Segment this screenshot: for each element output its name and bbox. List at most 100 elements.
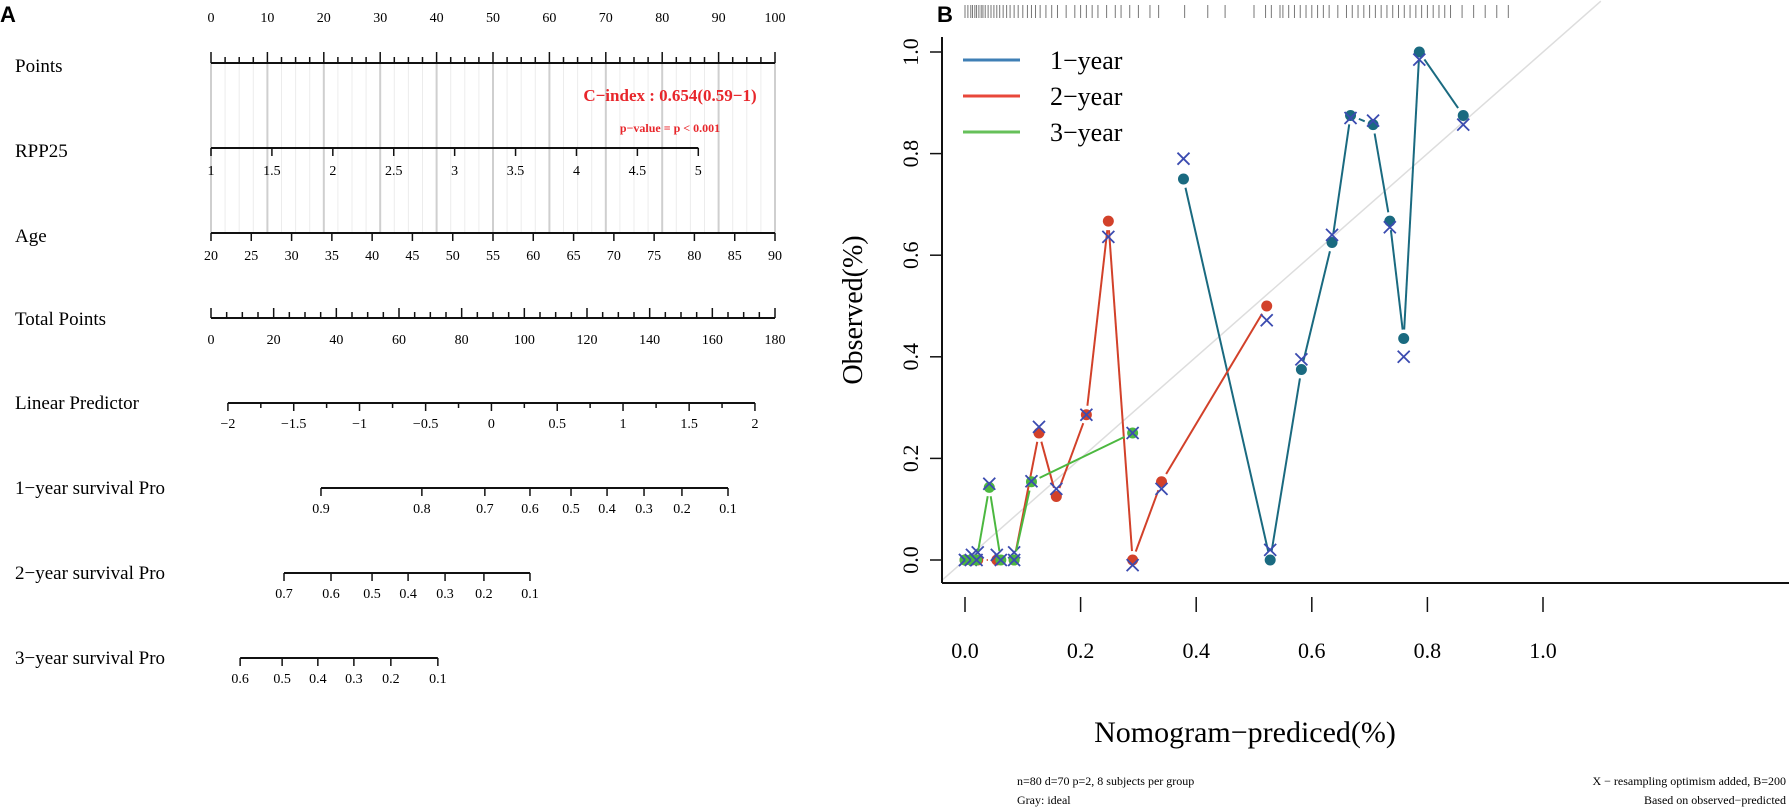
series-line-segment — [1423, 58, 1459, 109]
observed-point — [1345, 110, 1357, 121]
corrected-x-marker — [1456, 118, 1470, 132]
series-line-segment — [1332, 124, 1351, 234]
corrected-x-marker — [1263, 543, 1277, 557]
outcome-tick-label: 0.1 — [521, 587, 539, 602]
corrected-x-marker — [982, 477, 996, 491]
total-points-tick-label: 120 — [577, 333, 598, 348]
y-tick-label: 0.2 — [898, 445, 923, 473]
series-line-segment — [1358, 117, 1366, 123]
outcome-tick-label: 0.3 — [436, 587, 454, 602]
points-tick-label: 90 — [712, 11, 726, 26]
corrected-x-marker — [1079, 408, 1094, 422]
row-label-outcome: 3−year survival Pro — [15, 648, 165, 669]
observed-point — [1102, 215, 1114, 227]
series-line-segment — [1058, 422, 1085, 489]
outcome-tick-label: 0.4 — [309, 672, 327, 687]
outcome-tick-label: 0.2 — [673, 502, 691, 517]
outcome-tick-label: 2 — [751, 417, 758, 432]
observed-point — [1264, 554, 1276, 566]
legend: 1−year 2−year 3−year — [963, 46, 1123, 147]
corrected-x-marker — [1154, 482, 1169, 496]
outcome-tick-label: 1.5 — [680, 417, 698, 432]
row-label-rpp25: RPP25 — [15, 141, 68, 162]
points-tick-label: 20 — [317, 11, 331, 26]
outcome-tick-label: 0 — [488, 417, 495, 432]
points-tick-label: 0 — [208, 11, 215, 26]
variable-tick-label: 85 — [728, 249, 742, 264]
outcome-tick-label: 0.6 — [231, 672, 249, 687]
observed-point — [1295, 364, 1307, 375]
x-tick-label: 0.2 — [1067, 638, 1095, 663]
variable-tick-label: 4.5 — [629, 164, 647, 179]
row-label-outcome: Linear Predictor — [15, 393, 140, 414]
observed-point — [1413, 46, 1425, 58]
outcome-tick-label: 0.1 — [429, 672, 447, 687]
observed-point — [1156, 476, 1168, 488]
series-line-segment — [989, 496, 1001, 552]
corrected-x-marker — [1366, 113, 1380, 128]
variable-tick-label: 50 — [446, 249, 460, 264]
outcome-tick-label: −1.5 — [281, 417, 306, 432]
outcome-tick-label: −0.5 — [413, 417, 438, 432]
corrected-x-marker — [1007, 553, 1021, 567]
points-tick-label: 10 — [260, 11, 274, 26]
corrected-x-marker — [1032, 420, 1046, 434]
points-tick-label: 100 — [765, 11, 786, 26]
series-line-segment — [1302, 251, 1331, 361]
points-tick-label: 60 — [542, 11, 556, 26]
outcome-tick-label: 0.8 — [413, 502, 431, 517]
outcome-tick-label: 0.4 — [399, 587, 417, 602]
outcome-tick-label: −1 — [352, 417, 367, 432]
y-tick-label: 1.0 — [898, 38, 923, 66]
outcome-tick-label: 0.7 — [476, 502, 494, 517]
x-axis-title: Nomogram−prediced(%) — [1094, 716, 1396, 749]
observed-point — [1367, 119, 1379, 131]
x-tick-label: 0.6 — [1298, 638, 1326, 663]
series-line-segment — [977, 496, 989, 552]
variable-tick-label: 4 — [573, 164, 580, 179]
total-points-tick-label: 80 — [455, 333, 469, 348]
variable-tick-label: 1.5 — [263, 164, 281, 179]
row-label-total-points: Total Points — [15, 309, 106, 330]
variable-tick-label: 70 — [607, 249, 621, 264]
total-points-tick-label: 0 — [208, 333, 215, 348]
x-tick-label: 0.8 — [1414, 638, 1442, 663]
legend-label-2-year: 2−year — [1050, 82, 1123, 111]
legend-label-3-year: 3−year — [1050, 118, 1123, 147]
p-value-annotation: p−value = p < 0.001 — [620, 121, 720, 135]
panel-label-a: A — [0, 2, 16, 27]
footnote-based-on: Based on observed−predicted — [1644, 793, 1786, 807]
corrected-x-marker — [1343, 111, 1358, 125]
corrected-x-marker — [1024, 474, 1039, 488]
y-axis-title: Observed(%) — [838, 235, 869, 384]
series-line-segment — [1373, 133, 1390, 213]
y-tick-label: 0.4 — [898, 343, 923, 371]
x-tick-label: 0.0 — [951, 638, 979, 663]
corrected-x-marker — [1294, 352, 1309, 366]
row-label-age: Age — [15, 226, 47, 247]
variable-tick-label: 75 — [647, 249, 661, 264]
series-3-year — [958, 426, 1140, 567]
variable-tick-label: 2 — [329, 164, 336, 179]
series-line-segment — [1015, 490, 1031, 552]
series-line-segment — [1134, 489, 1160, 552]
total-points-tick-label: 140 — [639, 333, 660, 348]
variable-tick-label: 1 — [208, 164, 215, 179]
corrected-x-marker — [1260, 313, 1274, 327]
points-tick-label: 50 — [486, 11, 500, 26]
outcome-tick-label: 0.2 — [475, 587, 493, 602]
corrected-x-marker — [994, 553, 1008, 567]
series-line-segment — [1165, 313, 1263, 475]
x-tick-label: 1.0 — [1529, 638, 1557, 663]
variable-tick-label: 3 — [451, 164, 458, 179]
series-line-segment — [1107, 230, 1133, 552]
calibration-plot: 0.0 0.2 0.4 0.6 0.8 1.0 0.0 0.2 0.4 0.6 0.8 1.0 Obse… — [838, 0, 1789, 807]
x-tick-label: 0.4 — [1182, 638, 1210, 663]
y-tick-label: 0.0 — [898, 546, 923, 574]
series-line-segment — [1086, 229, 1109, 406]
variable-tick-label: 20 — [204, 249, 218, 264]
total-points-tick-label: 60 — [392, 333, 406, 348]
points-tick-label: 30 — [373, 11, 387, 26]
